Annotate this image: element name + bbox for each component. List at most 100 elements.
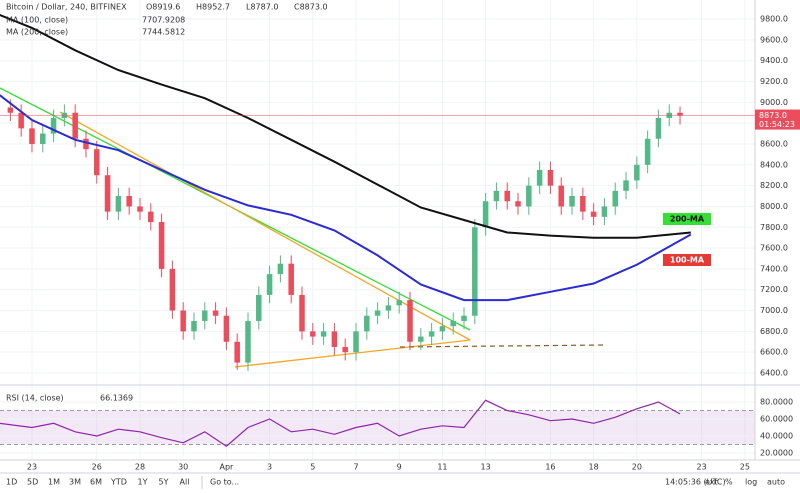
- y-tick-label: 80.0000: [760, 398, 793, 407]
- clock: 14:05:36 (UTC): [665, 478, 726, 487]
- y-tick-label: 9200.0: [760, 77, 788, 86]
- x-tick-label: 18: [589, 463, 599, 472]
- option-button[interactable]: auto: [767, 478, 785, 487]
- annotation: 200-MA: [670, 215, 705, 224]
- x-tick-label: 3: [267, 463, 272, 472]
- x-tick-label: 20: [632, 463, 642, 472]
- annotation-box: [663, 254, 711, 266]
- candle-body: [212, 310, 219, 316]
- range-button[interactable]: 1Y: [138, 478, 148, 487]
- range-button[interactable]: 5D: [27, 478, 38, 487]
- line: [0, 399, 681, 447]
- y-tick-label: 60.0000: [760, 415, 793, 424]
- candle-body: [396, 300, 402, 306]
- candle-body: [547, 170, 554, 186]
- candle-body: [644, 138, 651, 165]
- candle-body: [223, 315, 230, 342]
- y-tick-label: 9400.0: [760, 56, 788, 65]
- line: [0, 94, 692, 302]
- candle-body: [29, 128, 35, 144]
- candle-body: [515, 201, 521, 207]
- candle-body: [310, 331, 316, 337]
- annotation: 100-MA: [670, 256, 705, 265]
- candle-body: [158, 222, 165, 269]
- candle-body: [137, 206, 143, 212]
- toolbar: 14:05:36 (UTC) 1D 5D 1M 3M 6M YTD 1Y 5Y All Go to…: [6, 476, 785, 489]
- line: [0, 13, 691, 239]
- y-tick-label: 8600.0: [760, 139, 788, 148]
- y-tick-label: 40.0000: [760, 432, 793, 441]
- candle-body: [18, 112, 24, 129]
- plot: [0, 13, 755, 447]
- goto-button[interactable]: Go to...: [210, 478, 239, 487]
- countdown: 01:54:23: [759, 120, 795, 129]
- rsi-name: RSI (14, close): [6, 394, 64, 403]
- x-tick-label: 9: [397, 463, 402, 472]
- range-button[interactable]: 3M: [69, 478, 81, 487]
- candle-body: [288, 263, 294, 295]
- candle-body: [148, 211, 154, 223]
- candle-body: [569, 196, 575, 207]
- x-tick-label: 25: [740, 463, 750, 472]
- candle-body: [169, 268, 176, 311]
- x-tick-label: 5: [310, 463, 315, 472]
- x-tick-label: 30: [178, 463, 188, 472]
- x-tick-label: 23: [697, 463, 707, 472]
- candle-body: [536, 170, 543, 186]
- candle-body: [320, 331, 327, 337]
- candle-body: [7, 107, 14, 113]
- y-tick-label: 20.0000: [760, 449, 793, 458]
- y-tick-label: 7400.0: [760, 264, 788, 273]
- ohlc-high: H8952.7: [196, 3, 230, 12]
- candle-body: [472, 227, 478, 316]
- y-tick-label: 7600.0: [760, 244, 788, 253]
- candle-body: [364, 315, 370, 332]
- candle-body: [234, 341, 240, 363]
- option-button[interactable]: ext: [705, 478, 718, 487]
- candle-body: [407, 300, 413, 342]
- option-button[interactable]: %: [725, 478, 733, 487]
- candle-body: [450, 320, 456, 327]
- candle-body: [385, 305, 392, 311]
- candle-body: [50, 117, 57, 134]
- candle-body: [655, 117, 662, 139]
- candle-body: [115, 196, 122, 212]
- candle-body: [94, 149, 100, 176]
- candle-body: [612, 190, 618, 207]
- candle-body: [677, 112, 683, 116]
- range-button[interactable]: 5Y: [159, 478, 169, 487]
- candle-body: [601, 206, 608, 217]
- option-button[interactable]: log: [745, 478, 757, 487]
- candle-body: [191, 320, 197, 332]
- candle-body: [558, 185, 564, 207]
- y-tick-label: 7800.0: [760, 223, 788, 232]
- candle-body: [504, 190, 510, 202]
- x-tick-label: 26: [92, 463, 102, 472]
- range-button[interactable]: YTD: [110, 478, 127, 487]
- y-tick-label: 8200.0: [760, 181, 788, 190]
- range-button[interactable]: 1D: [6, 478, 17, 487]
- ohlc-close: C8873.0: [294, 3, 328, 12]
- candle-body: [526, 185, 532, 207]
- range-button[interactable]: 6M: [90, 478, 102, 487]
- candle-body: [461, 315, 467, 321]
- candle-body: [493, 190, 500, 202]
- last-price-box: [755, 109, 800, 130]
- range-button[interactable]: All: [180, 478, 190, 487]
- y-tick-label: 8400.0: [760, 160, 788, 169]
- candle-body: [245, 320, 251, 363]
- candle-body: [482, 201, 489, 228]
- candle-body: [72, 112, 78, 139]
- y-tick-label: 7000.0: [760, 306, 788, 315]
- x-tick-label: 28: [135, 463, 145, 472]
- rsi-band: [0, 410, 755, 445]
- x-tick-label: 16: [545, 463, 555, 472]
- y-tick-label: 6400.0: [760, 369, 788, 378]
- x-tick-label: 23: [27, 463, 37, 472]
- y-tick-label: 9800.0: [760, 15, 788, 24]
- annotation-box: [663, 213, 711, 225]
- y-tick-label: 8000.0: [760, 202, 788, 211]
- candle-body: [104, 175, 111, 212]
- range-button[interactable]: 1M: [48, 478, 60, 487]
